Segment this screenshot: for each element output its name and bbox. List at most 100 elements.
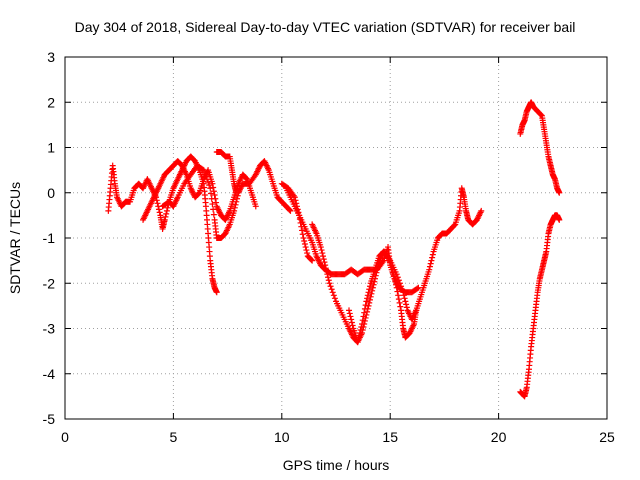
data-point xyxy=(320,256,327,263)
y-tick-label: -4 xyxy=(43,366,56,382)
data-point xyxy=(398,283,405,290)
data-point xyxy=(348,316,355,323)
data-point xyxy=(204,176,211,183)
data-point xyxy=(365,302,372,309)
data-point xyxy=(233,189,240,196)
data-point xyxy=(317,244,324,251)
data-point xyxy=(164,204,171,211)
data-point xyxy=(428,257,435,264)
data-point xyxy=(429,251,436,258)
data-point xyxy=(233,195,240,202)
x-tick-label: 15 xyxy=(382,429,398,445)
data-point xyxy=(394,274,401,281)
data-point xyxy=(319,253,326,260)
data-point xyxy=(299,231,306,238)
data-point xyxy=(414,285,421,292)
data-point xyxy=(402,298,409,305)
data-point xyxy=(392,278,399,285)
data-point xyxy=(556,189,563,196)
data-point xyxy=(213,199,220,206)
data-point xyxy=(327,283,334,290)
data-point xyxy=(326,280,333,287)
data-series xyxy=(213,149,240,196)
data-point xyxy=(325,277,332,284)
data-point xyxy=(392,281,399,288)
data-point xyxy=(233,198,240,205)
x-tick-label: 25 xyxy=(599,429,615,445)
data-point xyxy=(346,310,353,317)
data-series xyxy=(140,158,259,223)
data-point xyxy=(346,307,353,314)
data-point xyxy=(364,292,371,299)
x-tick-label: 5 xyxy=(170,429,178,445)
data-point xyxy=(395,296,402,303)
data-series xyxy=(517,212,563,400)
data-point xyxy=(362,302,369,309)
data-point xyxy=(361,309,368,316)
y-tick-label: 2 xyxy=(47,94,55,110)
data-point xyxy=(400,292,407,299)
y-tick-label: -5 xyxy=(43,411,56,427)
data-point xyxy=(415,284,422,291)
data-point xyxy=(401,295,408,302)
data-point xyxy=(363,298,370,305)
data-point xyxy=(161,216,168,223)
data-point xyxy=(302,244,309,251)
data-point xyxy=(426,263,433,270)
data-point xyxy=(199,166,206,173)
chart-title: Day 304 of 2018, Sidereal Day-to-day VTE… xyxy=(75,19,576,35)
data-point xyxy=(358,323,365,330)
data-point xyxy=(330,292,337,299)
data-point xyxy=(360,313,367,320)
y-tick-label: -2 xyxy=(43,275,56,291)
data-point xyxy=(396,280,403,287)
data-point xyxy=(299,227,306,234)
data-point xyxy=(207,190,214,197)
x-tick-label: 0 xyxy=(61,429,69,445)
data-point xyxy=(325,274,332,281)
data-point xyxy=(364,308,371,315)
data-point xyxy=(393,271,400,278)
data-point xyxy=(213,289,220,296)
data-series xyxy=(517,99,563,196)
data-point xyxy=(243,175,250,182)
data-point xyxy=(329,289,336,296)
data-point xyxy=(205,179,212,186)
data-point xyxy=(451,222,458,229)
data-point xyxy=(323,268,330,275)
data-point xyxy=(162,213,169,220)
y-tick-label: 3 xyxy=(47,49,55,65)
data-point xyxy=(348,319,355,326)
y-tick-label: 0 xyxy=(47,185,55,201)
data-point xyxy=(324,271,331,278)
data-point xyxy=(427,260,434,267)
data-point xyxy=(356,333,363,340)
data-point xyxy=(426,266,433,273)
data-point xyxy=(195,190,202,197)
data-point xyxy=(300,235,307,241)
data-point xyxy=(163,207,170,214)
data-point xyxy=(331,295,338,302)
data-point xyxy=(210,211,217,218)
data-point xyxy=(321,259,328,266)
data-point xyxy=(359,320,366,327)
data-point xyxy=(429,254,436,261)
data-point xyxy=(286,207,293,214)
data-point xyxy=(394,288,401,295)
x-tick-label: 20 xyxy=(491,429,507,445)
data-point xyxy=(322,265,329,272)
data-point xyxy=(355,336,362,343)
data-point xyxy=(309,257,316,264)
data-point xyxy=(231,207,238,214)
data-point xyxy=(349,322,356,329)
data-point xyxy=(359,317,366,324)
data-point xyxy=(361,305,368,312)
data-point xyxy=(538,112,545,119)
grid xyxy=(65,57,607,419)
data-point xyxy=(395,277,402,284)
data-point xyxy=(478,207,485,214)
data-point xyxy=(208,195,215,202)
data-point xyxy=(371,278,378,285)
data-series xyxy=(159,158,294,241)
